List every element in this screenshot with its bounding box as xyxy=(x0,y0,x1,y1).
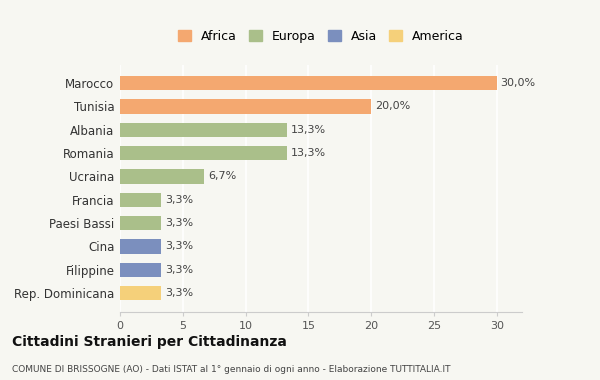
Text: Cittadini Stranieri per Cittadinanza: Cittadini Stranieri per Cittadinanza xyxy=(12,335,287,349)
Text: 3,3%: 3,3% xyxy=(165,265,193,275)
Bar xyxy=(120,239,161,254)
Bar xyxy=(120,122,287,137)
Text: 3,3%: 3,3% xyxy=(165,288,193,298)
Bar xyxy=(120,216,161,230)
Text: 3,3%: 3,3% xyxy=(165,218,193,228)
Bar xyxy=(120,99,371,114)
Text: 30,0%: 30,0% xyxy=(500,78,536,88)
Bar xyxy=(120,76,497,90)
Bar xyxy=(120,263,161,277)
Text: 3,3%: 3,3% xyxy=(165,195,193,205)
Legend: Africa, Europa, Asia, America: Africa, Europa, Asia, America xyxy=(175,26,467,47)
Bar xyxy=(120,193,161,207)
Text: COMUNE DI BRISSOGNE (AO) - Dati ISTAT al 1° gennaio di ogni anno - Elaborazione : COMUNE DI BRISSOGNE (AO) - Dati ISTAT al… xyxy=(12,366,451,374)
Bar xyxy=(120,146,287,160)
Text: 13,3%: 13,3% xyxy=(291,125,326,135)
Bar xyxy=(120,286,161,300)
Text: 13,3%: 13,3% xyxy=(291,148,326,158)
Text: 6,7%: 6,7% xyxy=(208,171,236,181)
Text: 3,3%: 3,3% xyxy=(165,241,193,252)
Text: 20,0%: 20,0% xyxy=(375,101,410,111)
Bar xyxy=(120,169,204,184)
